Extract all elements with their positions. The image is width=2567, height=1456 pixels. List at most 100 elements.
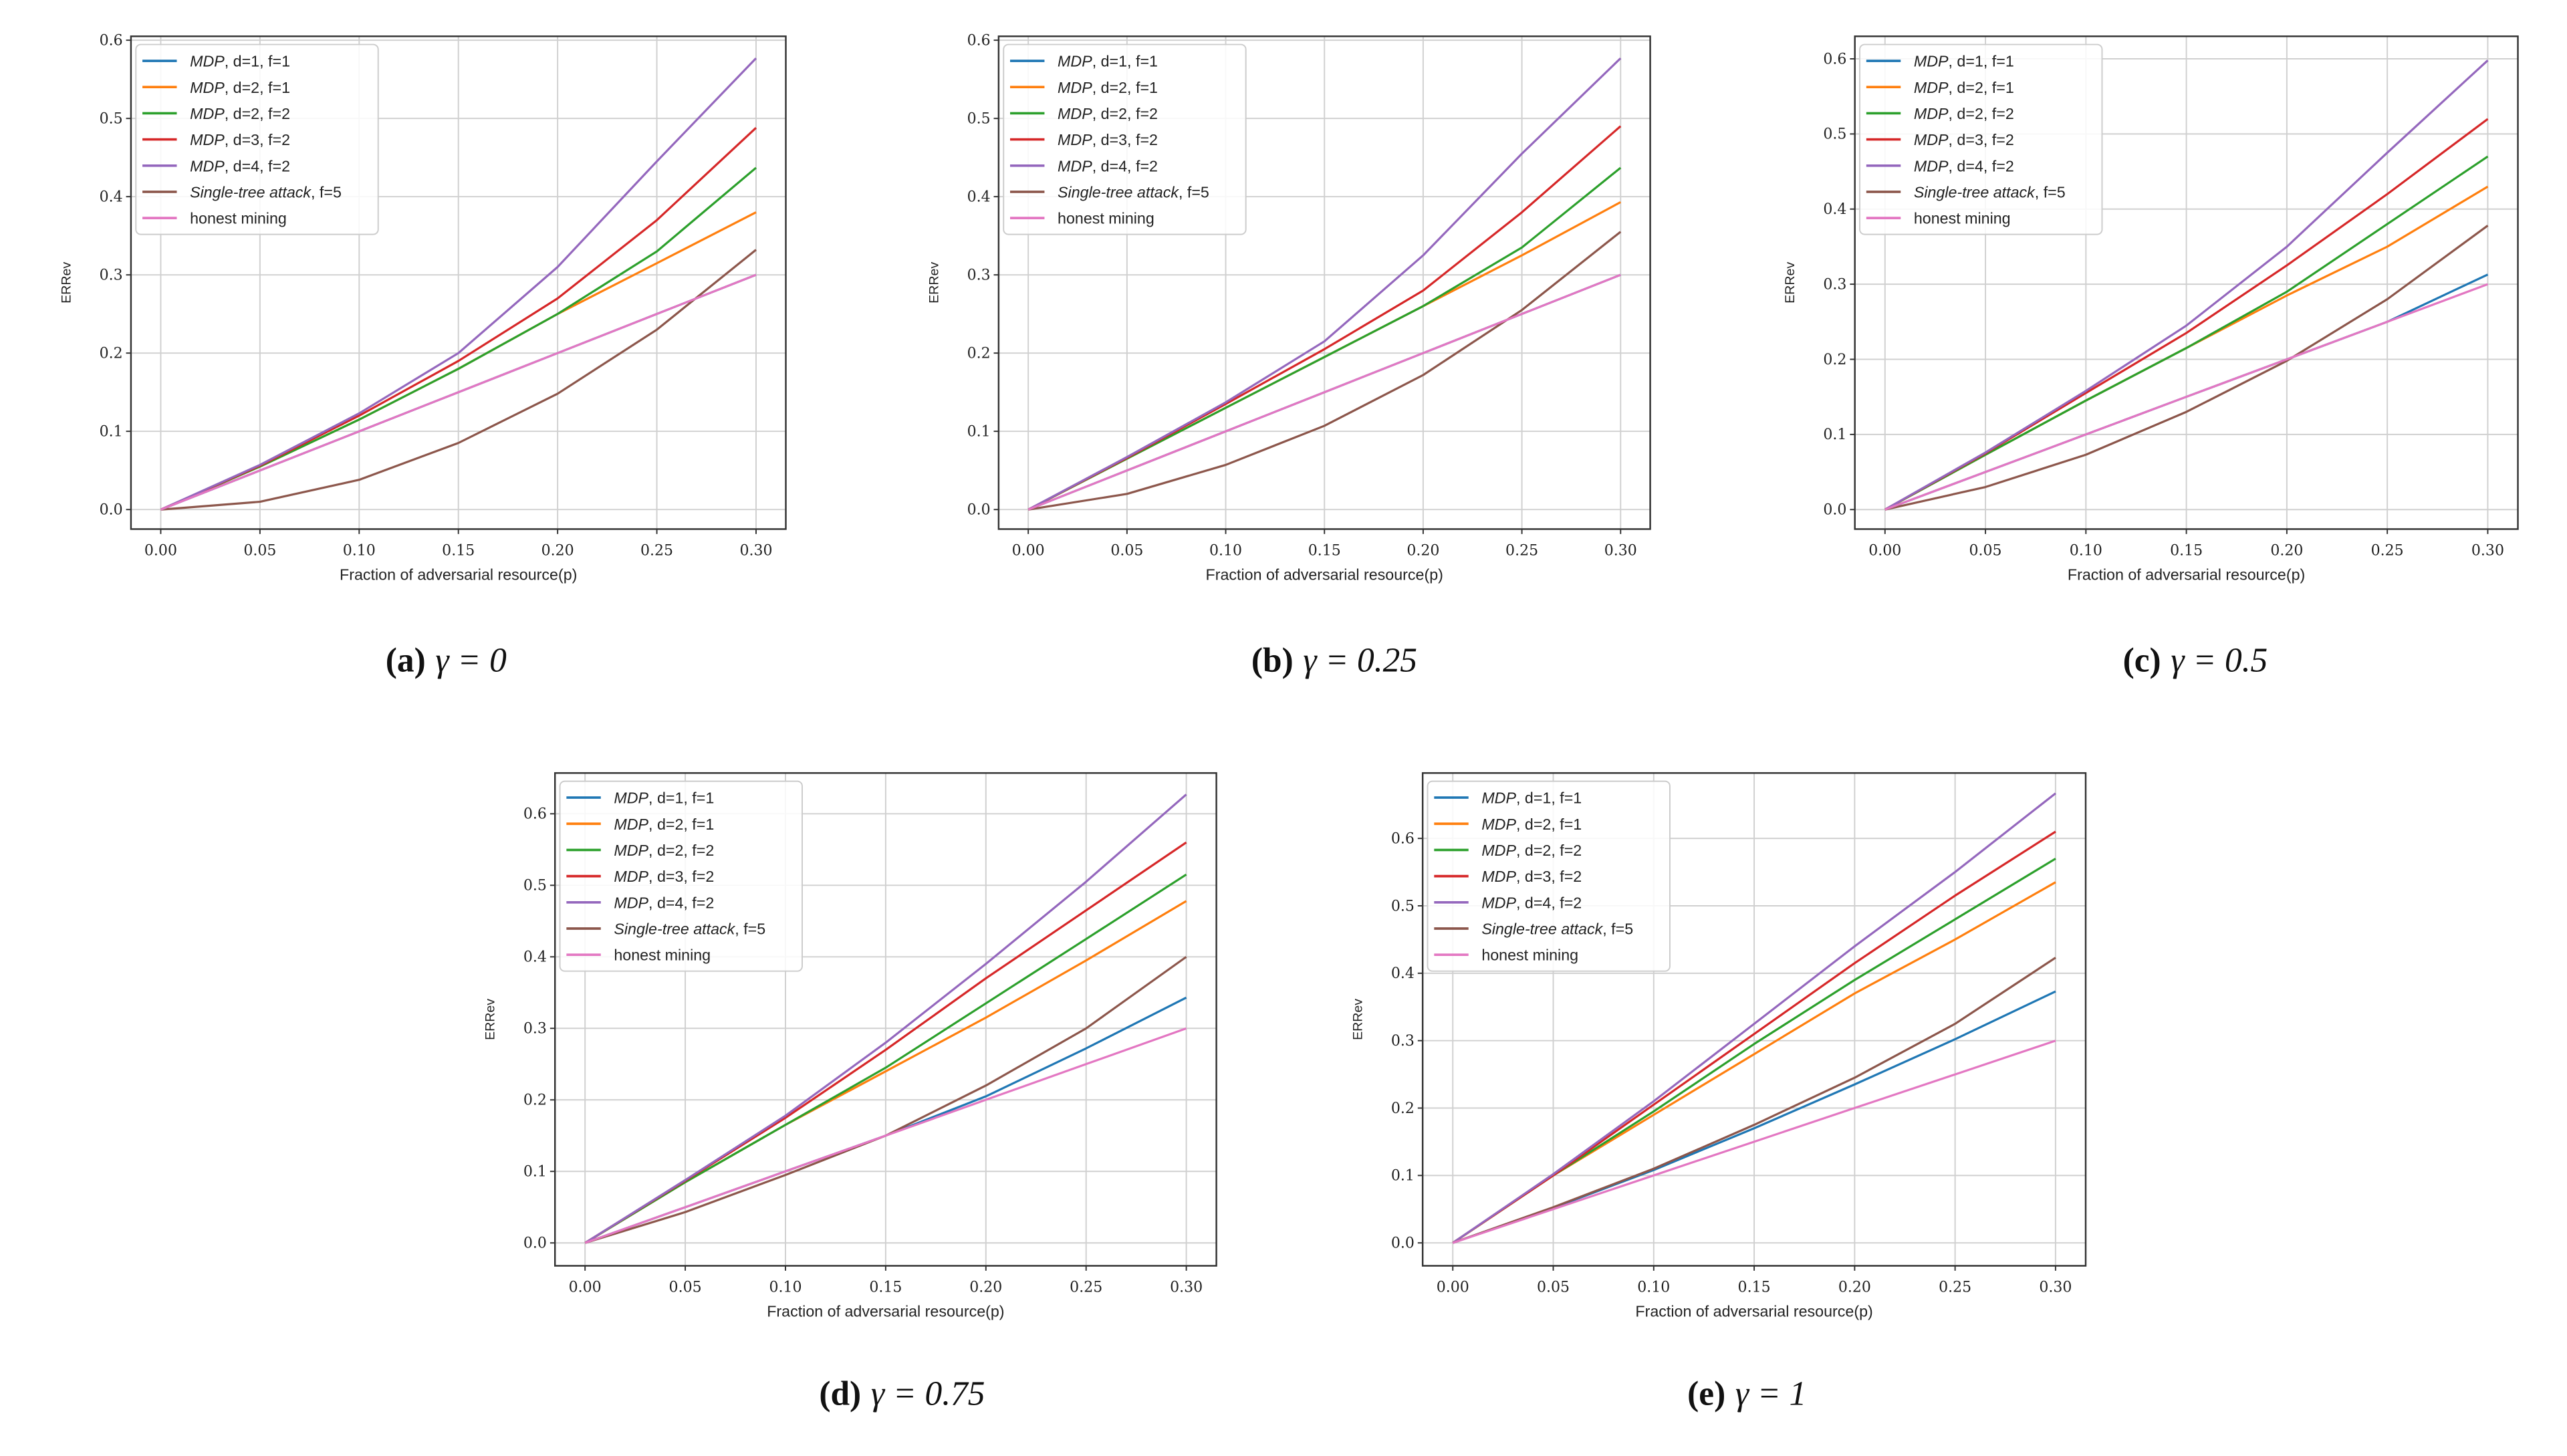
x-tick-label: 0.10 (769, 1280, 802, 1296)
x-tick-label: 0.20 (1838, 1280, 1871, 1296)
legend-label: MDP, d=2, f=1 (614, 816, 714, 833)
x-tick-label: 0.10 (2070, 543, 2102, 560)
plot-frame (1854, 35, 2519, 530)
legend-box (135, 43, 379, 235)
legend-label: MDP, d=4, f=2 (1481, 894, 1582, 911)
plot-frame (1421, 772, 2087, 1267)
y-axis-label: ERRev (1351, 999, 1366, 1040)
legend-label: MDP, d=3, f=2 (190, 131, 290, 148)
x-axis-label: Fraction of adversarial resource(p) (1635, 1302, 1872, 1320)
x-tick-label: 0.00 (569, 1280, 602, 1296)
series-line-3 (1884, 155, 2489, 511)
y-tick-label: 0.2 (100, 346, 123, 362)
legend-label: MDP, d=1, f=1 (614, 790, 714, 807)
y-tick-label: 0.5 (1391, 898, 1415, 915)
x-axis-label: Fraction of adversarial resource(p) (1206, 566, 1443, 583)
legend-label: MDP, d=2, f=2 (190, 105, 290, 122)
y-tick-label: 0.6 (1391, 831, 1415, 848)
legend-label: honest mining (614, 947, 711, 964)
x-tick-label: 0.15 (1308, 543, 1341, 560)
chart-panel-b: 0.00 0.05 0.10 0.15 0.20 0.25 0.30 0.0 0.1 0.2 0.3… (927, 33, 1651, 680)
x-axis-label: Fraction of adversarial resource(p) (340, 566, 577, 583)
y-tick-label: 0.2 (1823, 352, 1846, 368)
series-line-6 (1884, 225, 2489, 511)
x-tick-label: 0.05 (243, 543, 276, 560)
y-axis-label: ERRev (483, 999, 498, 1040)
caption-tag: (a) (386, 642, 426, 680)
series-line-6 (160, 249, 757, 511)
x-tick-label: 0.00 (1012, 543, 1045, 560)
x-tick-label: 0.25 (1505, 543, 1538, 560)
legend-label: Single-tree attack, f=5 (190, 184, 342, 201)
legend: MDP, d=1, f=1 MDP, d=2, f=1 MDP, d=2, f=2 M… (1003, 43, 1247, 235)
series-line-5 (1452, 792, 2056, 1244)
series-line-5 (1884, 59, 2489, 511)
legend-label: honest mining (1481, 947, 1578, 964)
x-tick-label: 0.00 (1437, 1280, 1469, 1296)
y-tick-label: 0.6 (100, 33, 123, 49)
legend-label: Single-tree attack, f=5 (1058, 184, 1209, 201)
x-tick-label: 0.30 (2471, 543, 2504, 560)
chart-panel-a: 0.00 0.05 0.10 0.15 0.20 0.25 0.30 0.0 0.1 0.2 0.3… (59, 33, 787, 680)
legend-label: MDP, d=2, f=1 (190, 79, 290, 96)
caption-math: γ = 0.5 (2171, 642, 2268, 680)
y-tick-label: 0.4 (1823, 201, 1846, 218)
legend-box (1003, 43, 1247, 235)
y-tick-label: 0.4 (523, 949, 547, 966)
x-tick-label: 0.05 (669, 1280, 702, 1296)
x-tick-label: 0.25 (2371, 543, 2404, 560)
x-tick-label: 0.05 (1537, 1280, 1570, 1296)
legend-label: MDP, d=2, f=2 (1481, 842, 1582, 859)
legend-label: MDP, d=3, f=2 (1481, 868, 1582, 885)
y-tick-label: 0.5 (100, 111, 123, 128)
x-tick-label: 0.30 (2039, 1280, 2072, 1296)
x-tick-label: 0.20 (2270, 543, 2303, 560)
legend: MDP, d=1, f=1 MDP, d=2, f=1 MDP, d=2, f=2 M… (135, 43, 379, 235)
y-tick-label: 0.3 (1391, 1033, 1415, 1050)
chart-panel-c: 0.00 0.05 0.10 0.15 0.20 0.25 0.30 0.0 0.1 0.2 0.3… (1783, 35, 2519, 680)
legend-label: MDP, d=1, f=1 (1058, 53, 1158, 70)
y-tick-label: 0.5 (523, 878, 547, 894)
y-tick-label: 0.1 (967, 424, 991, 441)
legend-label: honest mining (190, 210, 287, 227)
legend: MDP, d=1, f=1 MDP, d=2, f=1 MDP, d=2, f=2 M… (559, 780, 803, 972)
x-tick-label: 0.15 (442, 543, 475, 560)
legend-label: MDP, d=1, f=1 (190, 53, 290, 70)
x-tick-label: 0.15 (2170, 543, 2203, 560)
x-tick-label: 0.15 (1738, 1280, 1771, 1296)
legend-label: MDP, d=4, f=2 (1058, 157, 1158, 174)
legend-label: MDP, d=2, f=1 (1914, 79, 2014, 96)
chart-panel-e: 0.00 0.05 0.10 0.15 0.20 0.25 0.30 0.0 0.1 0.2 0.3… (1351, 772, 2087, 1413)
legend-label: MDP, d=3, f=2 (1914, 131, 2014, 148)
y-tick-label: 0.6 (523, 806, 547, 823)
x-tick-label: 0.25 (640, 543, 673, 560)
legend-label: MDP, d=4, f=2 (1914, 157, 2014, 174)
y-tick-label: 0.6 (967, 33, 991, 49)
y-axis-label: ERRev (1783, 262, 1798, 304)
legend-label: MDP, d=2, f=2 (1058, 105, 1158, 122)
legend-label: MDP, d=2, f=2 (1914, 105, 2014, 122)
x-tick-label: 0.10 (343, 543, 376, 560)
x-tick-label: 0.25 (1070, 1280, 1102, 1296)
y-tick-label: 0.2 (967, 346, 991, 362)
y-tick-label: 0.1 (100, 424, 123, 441)
legend: MDP, d=1, f=1 MDP, d=2, f=1 MDP, d=2, f=2 M… (1427, 780, 1671, 972)
y-tick-label: 0.6 (1823, 51, 1846, 68)
y-tick-label: 0.2 (1391, 1100, 1415, 1117)
legend-label: MDP, d=2, f=2 (614, 842, 714, 859)
y-tick-label: 0.5 (967, 111, 991, 128)
x-tick-label: 0.05 (1110, 543, 1143, 560)
x-tick-label: 0.30 (1170, 1280, 1203, 1296)
caption-math: γ = 0.75 (871, 1375, 985, 1413)
y-tick-label: 0.4 (1391, 965, 1415, 982)
y-axis-label: ERRev (927, 262, 941, 304)
plot-frame (997, 35, 1651, 530)
y-tick-label: 0.5 (1823, 126, 1846, 143)
x-tick-label: 0.20 (541, 543, 574, 560)
legend-label: MDP, d=3, f=2 (614, 868, 714, 885)
y-tick-label: 0.2 (523, 1092, 547, 1109)
legend-label: MDP, d=2, f=1 (1058, 79, 1158, 96)
x-tick-label: 0.30 (739, 543, 772, 560)
plot-frame (130, 35, 787, 530)
x-tick-label: 0.30 (1604, 543, 1637, 560)
